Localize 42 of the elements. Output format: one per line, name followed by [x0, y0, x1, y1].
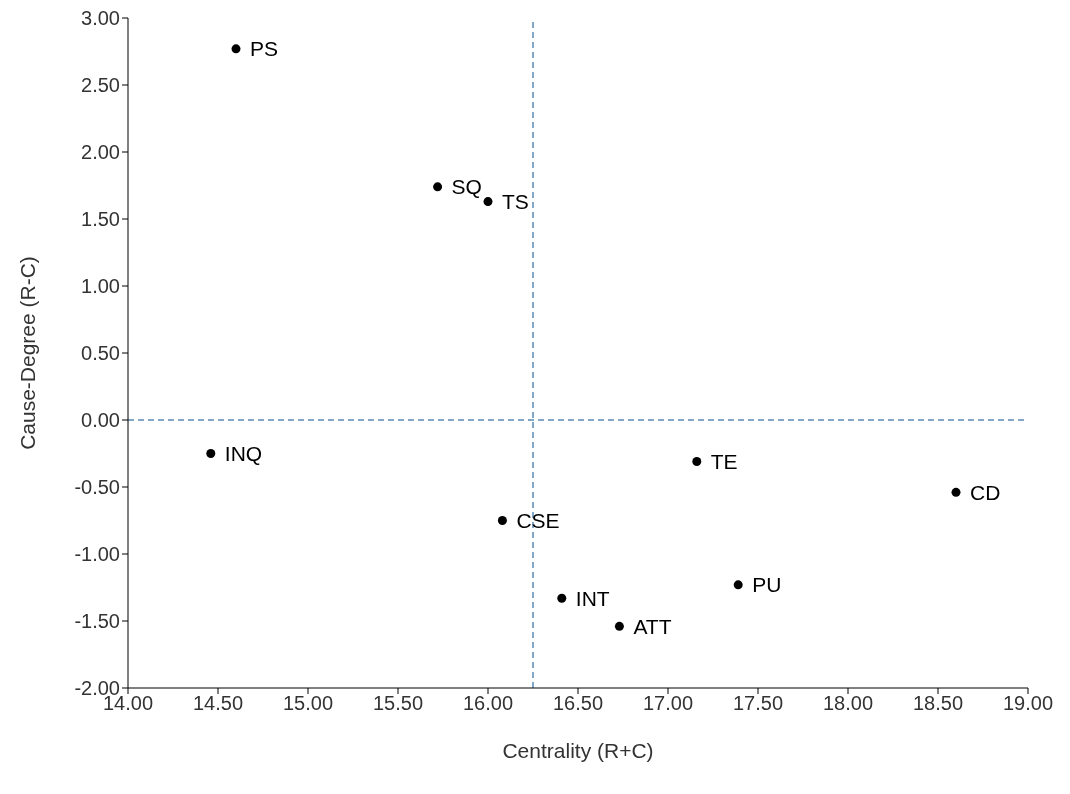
point	[692, 457, 702, 467]
y-tick-label: -0.50	[74, 476, 120, 499]
x-tick-label: 15.00	[282, 692, 334, 715]
annotation: ATT	[633, 614, 672, 638]
point	[433, 182, 443, 192]
annotation: INT	[575, 586, 610, 610]
y-tick-label: 2.00	[81, 141, 120, 164]
x-axis-title: Centrality (R+C)	[502, 739, 654, 762]
x-tick-label: 18.00	[822, 692, 874, 715]
annotation: PS	[250, 37, 279, 61]
y-tick-label: -1.00	[74, 543, 120, 566]
annotation: SQ	[451, 175, 482, 199]
y-tick-label: 3.00	[81, 7, 120, 30]
point	[557, 593, 567, 603]
annotation: CSE	[516, 508, 560, 532]
x-tick-label: 18.50	[912, 692, 964, 715]
annotation: PU	[752, 573, 782, 597]
point	[733, 580, 743, 590]
y-tick-label: 0.50	[81, 342, 120, 365]
point	[231, 44, 241, 54]
y-axis-title: Cause-Degree (R-C)	[16, 256, 40, 450]
x-tick-label: 14.50	[192, 692, 244, 715]
y-tick-label: -1.50	[74, 610, 120, 633]
y-tick-label: 1.50	[81, 208, 120, 231]
x-tick-label: 16.50	[552, 692, 604, 715]
x-tick-label: 17.50	[732, 692, 784, 715]
x-tick-label: 19.00	[1002, 692, 1054, 715]
annotation: TS	[502, 190, 529, 214]
point	[206, 449, 216, 458]
point	[614, 621, 624, 631]
y-tick-label: 0.00	[81, 409, 120, 432]
annotation: INQ	[224, 441, 263, 465]
x-tick-label: 16.00	[462, 692, 514, 715]
annotation: CD	[970, 480, 1001, 504]
point	[483, 197, 493, 207]
point	[497, 516, 507, 525]
x-tick-label: 17.00	[642, 692, 694, 715]
point	[951, 487, 961, 497]
y-tick-label: 1.00	[81, 275, 120, 298]
x-tick-label: 15.50	[372, 692, 424, 715]
annotation: TE	[710, 449, 738, 473]
y-tick-label: 2.50	[81, 74, 120, 97]
